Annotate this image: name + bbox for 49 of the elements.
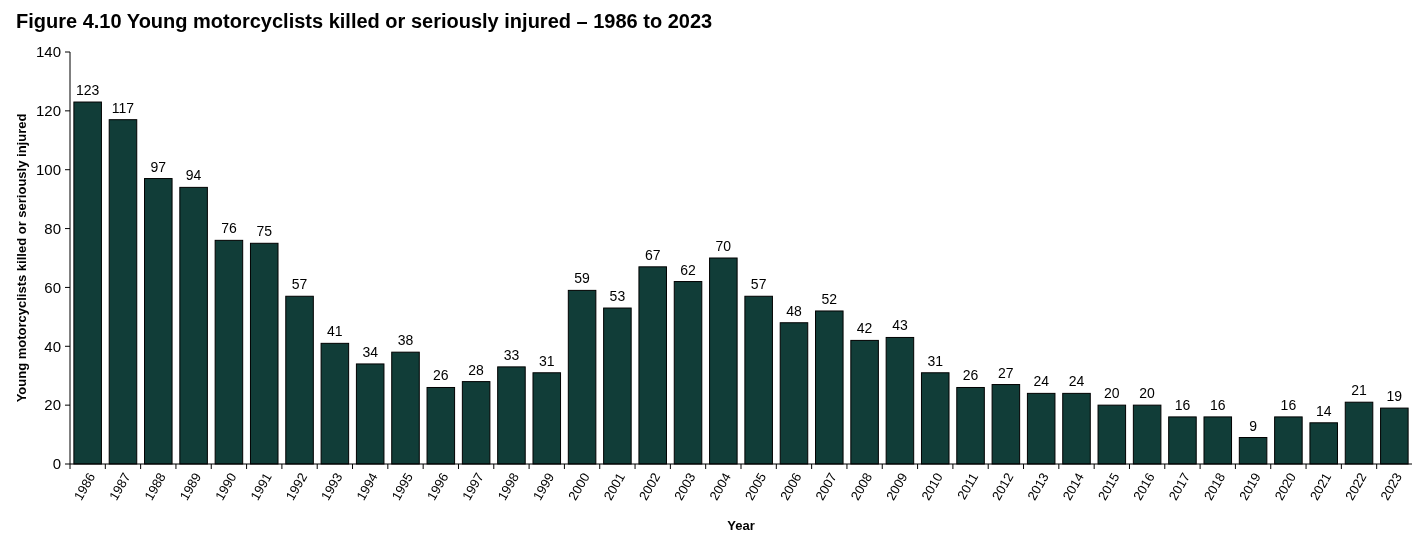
data-label: 16 — [1174, 396, 1191, 413]
data-label: 16 — [1209, 396, 1226, 413]
data-label: 57 — [291, 276, 308, 293]
data-label: 53 — [609, 288, 626, 305]
data-label: 67 — [644, 246, 661, 263]
data-label: 33 — [503, 346, 520, 363]
x-axis-title: Year — [727, 518, 755, 533]
data-label: 9 — [1249, 417, 1258, 434]
data-label: 28 — [468, 361, 485, 378]
data-label: 94 — [185, 167, 202, 184]
data-label: 26 — [433, 367, 449, 384]
data-label: 14 — [1315, 402, 1332, 419]
y-tick-label: 80 — [44, 219, 61, 237]
data-label: 20 — [1104, 385, 1120, 402]
data-label: 123 — [75, 82, 100, 99]
data-label: 42 — [856, 320, 873, 337]
data-label: 20 — [1139, 385, 1156, 402]
data-label: 75 — [256, 223, 273, 240]
y-tick-label: 40 — [44, 337, 61, 355]
y-tick-label: 140 — [35, 43, 61, 61]
data-label: 97 — [150, 158, 167, 175]
data-label: 117 — [111, 99, 135, 116]
data-label: 76 — [221, 220, 237, 237]
chart-title: Figure 4.10 Young motorcyclists killed or seriously injured – 1986 to 2023 — [16, 10, 713, 32]
data-label: 31 — [538, 352, 555, 369]
data-label: 43 — [892, 317, 908, 334]
data-label: 41 — [327, 323, 343, 340]
data-label: 26 — [962, 367, 979, 384]
data-label: 57 — [750, 276, 767, 293]
data-label: 16 — [1280, 396, 1297, 413]
data-label: 31 — [927, 352, 944, 369]
data-label: 70 — [715, 238, 732, 254]
data-label: 52 — [821, 290, 838, 307]
y-tick-label: 60 — [44, 278, 61, 296]
data-label: 21 — [1351, 382, 1368, 399]
data-label: 34 — [362, 343, 379, 360]
data-label: 48 — [786, 302, 802, 319]
data-label: 24 — [1033, 373, 1050, 390]
data-label: 24 — [1068, 373, 1085, 390]
data-label: 19 — [1386, 388, 1403, 405]
y-axis-title: Young motorcyclists killed or seriously injured — [14, 113, 29, 403]
data-label: 59 — [574, 270, 591, 287]
y-tick-label: 120 — [35, 102, 61, 120]
y-tick-label: 20 — [44, 396, 61, 414]
data-label: 38 — [397, 332, 414, 349]
data-label: 27 — [998, 364, 1014, 381]
y-tick-label: 100 — [35, 160, 61, 178]
y-tick-label: 0 — [52, 455, 61, 473]
data-label: 62 — [680, 261, 697, 278]
